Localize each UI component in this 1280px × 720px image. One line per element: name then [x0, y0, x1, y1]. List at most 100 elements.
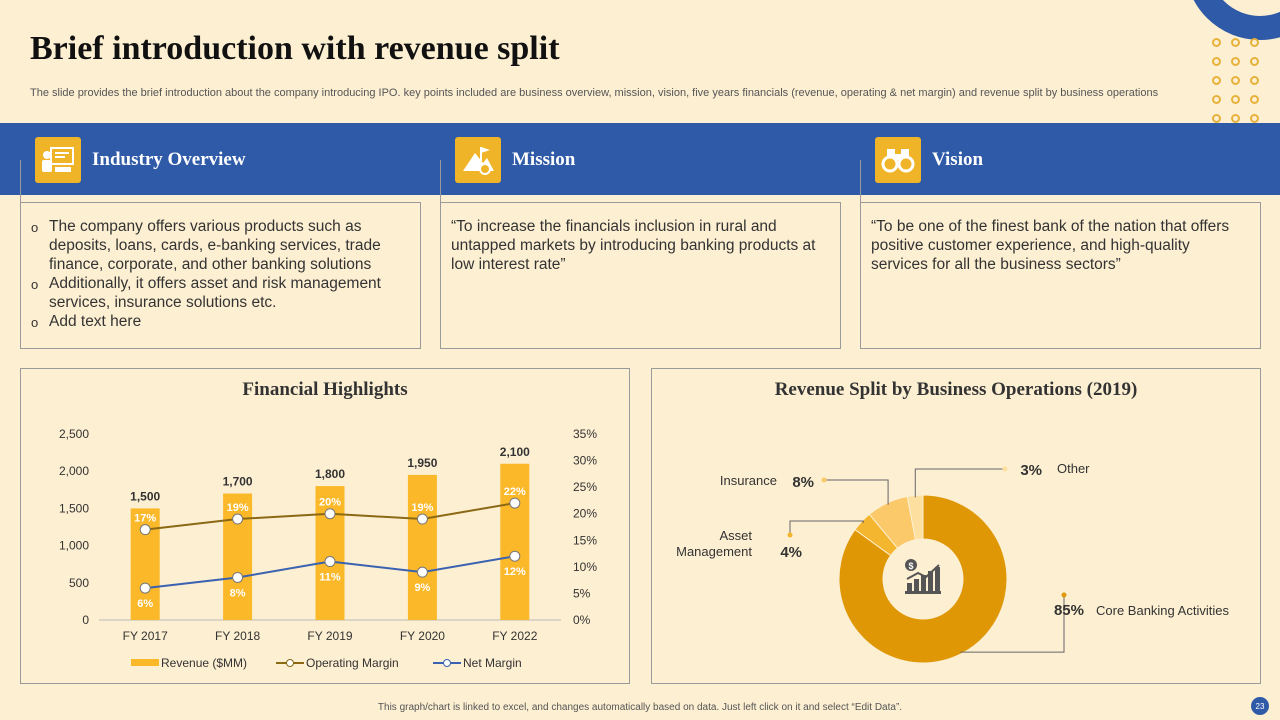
financial-highlights-panel: Financial Highlights 0 500 1,000 1,500 2,000…	[20, 368, 630, 684]
legend-label: Net Margin	[463, 656, 522, 670]
slice-percent-label: 4%	[780, 544, 802, 561]
decor-dot	[1250, 38, 1259, 47]
y-tick-right: 35%	[573, 427, 597, 441]
list-item: The company offers various products such…	[31, 217, 410, 274]
operating-margin-data-label: 19%	[227, 502, 249, 514]
slice-category-label: Management	[676, 544, 752, 559]
leader-dot	[787, 532, 793, 538]
net-margin-data-label: 12%	[504, 566, 526, 578]
presentation-icon	[35, 137, 81, 183]
slice-category-label: Other	[1057, 461, 1090, 476]
decor-dot	[1212, 57, 1221, 66]
x-tick: FY 2020	[400, 629, 445, 643]
x-tick: FY 2017	[123, 629, 168, 643]
tab-connectors	[20, 160, 861, 203]
slice-percent-label: 3%	[1020, 462, 1042, 479]
leader-dot	[821, 477, 827, 483]
net-margin-data-label: 9%	[414, 582, 430, 594]
operating-margin-data-label: 19%	[411, 502, 433, 514]
revenue-split-panel: Revenue Split by Business Operations (20…	[651, 368, 1261, 684]
chart-title: Financial Highlights	[242, 379, 408, 400]
operating-margin-point	[139, 524, 151, 536]
leader-line	[914, 468, 1005, 498]
decor-dot	[1212, 38, 1221, 47]
footer-note: This graph/chart is linked to excel, and…	[377, 702, 903, 713]
section-label: Mission	[512, 149, 576, 170]
slice-percent-label: 8%	[792, 474, 814, 491]
section-tab-mission: Mission	[455, 137, 575, 183]
list-item: Additionally, it offers asset and risk m…	[31, 274, 410, 312]
x-tick: FY 2018	[215, 629, 260, 643]
bar-data-label: 1,800	[315, 467, 345, 481]
revenue-split-chart: $85% Core Banking Activities 4% AssetManage…	[676, 461, 1229, 664]
leader-dot	[1061, 592, 1067, 598]
net-margin-point	[509, 550, 521, 562]
mission-card: “To increase the financials inclusion in…	[440, 202, 841, 349]
legend-label: Operating Margin	[306, 656, 399, 670]
mountain-flag-icon	[455, 137, 501, 183]
y-tick-right: 15%	[573, 533, 597, 547]
net-margin-data-label: 8%	[230, 587, 246, 599]
x-tick: FY 2019	[307, 629, 352, 643]
money-growth-chart-icon: $	[905, 559, 941, 594]
section-label: Vision	[932, 149, 984, 170]
slice-percent-label: 85%	[1054, 602, 1084, 619]
section-tab-vision: Vision	[875, 137, 983, 183]
operating-margin-data-label: 22%	[504, 486, 526, 498]
svg-text:$: $	[908, 561, 913, 571]
bar-data-label: 2,100	[500, 445, 530, 459]
decor-dot	[1231, 57, 1240, 66]
decor-dot	[1231, 95, 1240, 104]
decor-dot	[1231, 114, 1240, 123]
donut-slice	[838, 494, 1008, 664]
decor-dot	[1250, 114, 1259, 123]
leader-line	[960, 595, 1065, 653]
decor-dot	[1231, 38, 1240, 47]
decor-dot	[1250, 57, 1259, 66]
vision-card: “To be one of the finest bank of the nat…	[860, 202, 1261, 349]
slice-category-label: Insurance	[720, 473, 777, 488]
industry-overview-card: The company offers various products such…	[20, 202, 421, 349]
financial-highlights-chart: 0 500 1,000 1,500 2,000 2,500 0% 5% 10% 15% 20% 25%…	[59, 427, 597, 670]
operating-margin-point	[416, 513, 428, 525]
slice-category-label: Core Banking Activities	[1096, 603, 1229, 618]
y-tick-left: 1,000	[59, 539, 89, 553]
y-tick-left: 2,000	[59, 464, 89, 478]
y-tick-right: 0%	[573, 613, 591, 627]
legend-marker	[443, 659, 451, 667]
revenue-bar	[407, 474, 437, 620]
net-margin-data-label: 6%	[137, 598, 153, 610]
net-margin-point	[416, 566, 428, 578]
list-item: Add text here	[31, 312, 410, 332]
mission-text: “To increase the financials inclusion in…	[451, 218, 816, 273]
y-tick-right: 25%	[573, 480, 597, 494]
decor-dot	[1250, 76, 1259, 85]
legend-label: Revenue ($MM)	[161, 656, 247, 670]
decor-dot	[1250, 95, 1259, 104]
net-margin-data-label: 11%	[319, 572, 341, 584]
y-tick-left: 500	[69, 576, 89, 590]
y-tick-right: 5%	[573, 586, 591, 600]
legend-marker	[286, 659, 294, 667]
y-tick-left: 0	[82, 613, 89, 627]
revenue-bar	[500, 463, 530, 620]
operating-margin-data-label: 17%	[134, 513, 156, 525]
net-margin-point	[324, 556, 336, 568]
operating-margin-data-label: 20%	[319, 497, 341, 509]
binoculars-icon	[875, 137, 921, 183]
slice-category-label: Asset	[719, 528, 752, 543]
y-tick-right: 20%	[573, 507, 597, 521]
net-margin-point	[139, 582, 151, 594]
bar-data-label: 1,500	[130, 489, 160, 503]
y-tick-right: 10%	[573, 560, 597, 574]
y-tick-right: 30%	[573, 454, 597, 468]
y-tick-left: 2,500	[59, 427, 89, 441]
bar-data-label: 1,700	[223, 475, 253, 489]
leader-line	[789, 520, 864, 535]
section-label: Industry Overview	[92, 149, 246, 170]
net-margin-point	[232, 571, 244, 583]
page-subtitle: The slide provides the brief introductio…	[30, 87, 1159, 99]
operating-margin-point	[509, 497, 521, 509]
decor-dot	[1231, 76, 1240, 85]
x-tick: FY 2022	[492, 629, 537, 643]
